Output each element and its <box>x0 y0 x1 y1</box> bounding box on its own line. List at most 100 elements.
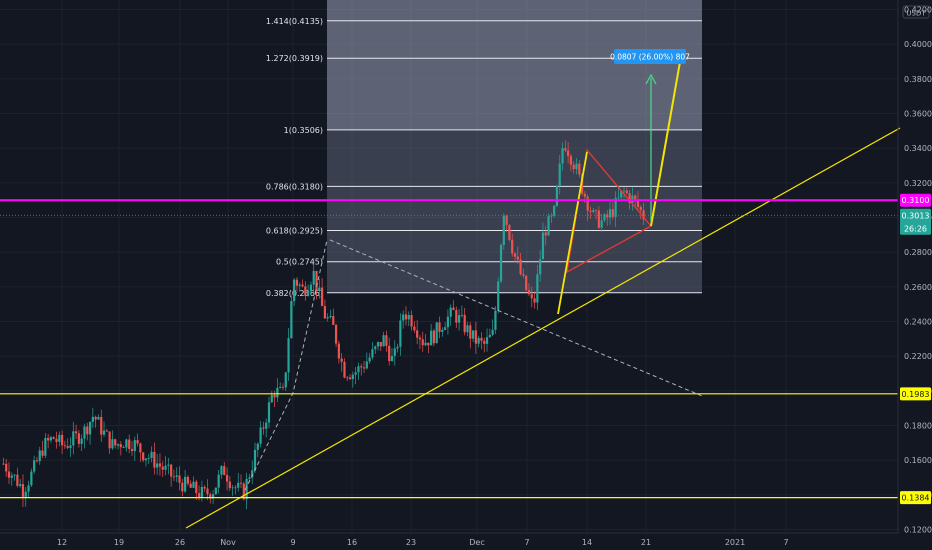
candle-body <box>175 475 178 477</box>
candle-body <box>569 156 573 165</box>
candle-body <box>477 337 480 344</box>
candle-body <box>536 274 539 303</box>
candle-body <box>360 366 363 368</box>
y-tick-label: 0.1200 <box>904 526 932 535</box>
drawings: 0.0807 (26.00%) 807 <box>185 49 901 529</box>
candle-body <box>304 286 307 296</box>
candle-body <box>13 474 16 476</box>
candle-body <box>270 394 273 403</box>
y-tick-label: 0.1600 <box>904 456 932 465</box>
currency-label: USDT <box>906 10 926 18</box>
candle-body <box>136 440 139 444</box>
candle-body <box>170 464 173 477</box>
y-tick-label: 0.3200 <box>904 179 932 188</box>
candle-body <box>603 214 606 221</box>
y-tick-label: 0.1800 <box>904 422 932 431</box>
candle-body <box>5 463 8 472</box>
candle-body <box>80 438 83 444</box>
candle-body <box>63 445 66 447</box>
candle-body <box>41 450 44 456</box>
candle-body <box>251 470 254 478</box>
candle-body <box>69 445 72 448</box>
y-tick-label: 0.2400 <box>904 318 932 327</box>
candle-body <box>128 439 131 449</box>
candle-body <box>66 446 69 448</box>
candle-body <box>203 486 206 489</box>
candle-body <box>642 210 645 220</box>
candle-body <box>622 190 626 192</box>
candle-body <box>393 348 396 356</box>
candle-body <box>52 437 55 439</box>
candle-body <box>58 434 61 442</box>
candle-body <box>471 330 475 339</box>
candle-body <box>449 307 452 317</box>
candle-body <box>332 315 335 325</box>
x-tick-label: 7 <box>524 538 529 547</box>
candle-body <box>362 367 366 369</box>
candle-body <box>399 320 402 347</box>
candle-body <box>438 322 441 332</box>
candle-body <box>329 315 332 318</box>
fib-level-label: 0.786(0.3180) <box>266 182 323 191</box>
candle-body <box>511 239 514 254</box>
flagpole-line <box>557 151 588 315</box>
candle-body <box>522 274 525 276</box>
candle-body <box>346 377 349 379</box>
candle-body <box>195 481 198 494</box>
fibonacci-extension: 1.414(0.4135) 1.272(0.3919) 1(0.3506) 0.786… <box>266 0 702 298</box>
candle-body <box>444 327 447 330</box>
currency-badge[interactable] <box>902 5 930 19</box>
candle-body <box>83 426 86 439</box>
candle-body <box>382 335 385 347</box>
candle-body <box>499 244 503 282</box>
candle-body <box>575 163 578 170</box>
candle-body <box>617 197 620 199</box>
fib-level-label: 1(0.3506) <box>284 126 323 135</box>
candle-body <box>164 465 167 470</box>
candle-body <box>318 287 321 291</box>
price-axis: USDT 0.4200 0.4000 0.3800 0.3600 0.3400 0.320… <box>897 0 932 535</box>
level-badge <box>900 387 931 401</box>
candle-body <box>223 466 226 476</box>
candle-body <box>281 386 285 388</box>
y-tick-label: 0.2800 <box>904 248 932 257</box>
candle-body <box>583 193 586 197</box>
candle-body <box>544 232 547 236</box>
candle-body <box>388 345 391 362</box>
x-tick-label: 26 <box>175 538 185 547</box>
candle-body <box>153 451 156 468</box>
candle-body <box>209 494 212 499</box>
candle-body <box>290 301 293 339</box>
measure-badge <box>614 49 686 64</box>
x-tick-label: 14 <box>582 538 592 547</box>
candle-body <box>315 270 318 291</box>
candle-body <box>105 430 108 432</box>
candle-body <box>156 463 159 468</box>
level-badge <box>900 491 931 505</box>
candle-body <box>44 438 47 456</box>
candle-body <box>142 452 145 461</box>
candle-body <box>167 464 170 466</box>
horizontal-levels <box>0 199 898 499</box>
candle-body <box>567 150 570 157</box>
candle-body <box>309 284 313 291</box>
candle-body <box>38 450 41 462</box>
candle-body <box>348 377 352 380</box>
x-tick-label: Dec <box>469 538 484 547</box>
candle-body <box>578 163 581 175</box>
candle-body <box>564 148 567 151</box>
candle-body <box>586 196 589 211</box>
candle-body <box>430 330 433 346</box>
candle-body <box>547 216 550 236</box>
candle-body <box>418 337 422 340</box>
candle-body <box>337 343 340 359</box>
candle-body <box>234 487 237 489</box>
candle-body <box>402 314 405 321</box>
candle-body <box>161 466 164 470</box>
y-tick-label: 0.3800 <box>904 75 932 84</box>
current-price-label: 0.3013 <box>902 211 930 220</box>
candle-body <box>343 361 346 378</box>
candle-body <box>206 488 209 495</box>
candle-body <box>172 476 176 478</box>
